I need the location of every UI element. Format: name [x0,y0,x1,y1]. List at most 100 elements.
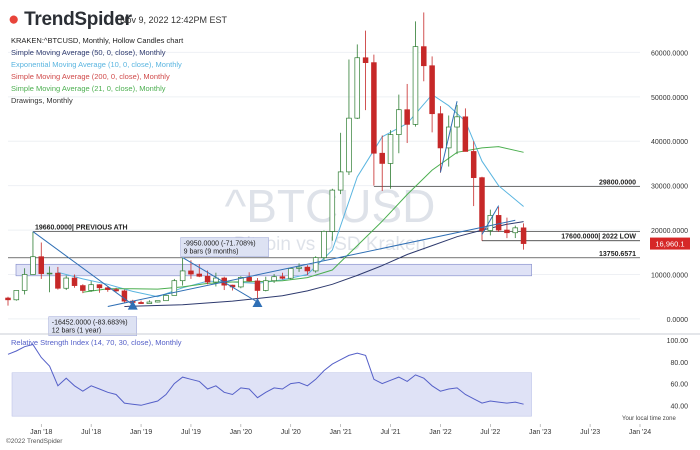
legend-drawings[interactable]: Drawings, Monthly [11,96,73,105]
candle-body [63,277,69,289]
trendline [481,205,500,235]
drawings: -9950.0000 (-71.708%)9 bars (9 months) -1… [32,101,516,336]
legend-sma-200[interactable]: Simple Moving Average (200, 0, close), M… [11,72,170,81]
candle-body [346,117,352,173]
time-tick-label: Jul '18 [81,429,101,436]
candle-body [80,285,86,291]
level-label: 13750.6571 [599,251,636,258]
time-tick-label: Jul '22 [480,429,500,436]
rsi-tick-label: 80.00 [670,360,688,367]
candle-body [396,109,402,135]
candle-body [96,284,103,289]
candle-body [479,177,485,231]
time-tick-label: Jan '19 [130,429,152,436]
candle-body [412,46,419,125]
candle-body [213,277,219,283]
price-tick-label: 40000.0000 [651,139,688,146]
rsi-tick-label: 100.00 [667,338,689,345]
candle-body [387,134,394,164]
rsi-line [7,343,524,406]
legend-sma-50[interactable]: Simple Moving Average (50, 0, close), Mo… [11,48,166,57]
time-tick-label: Jan '20 [230,429,252,436]
time-tick-label: Jan '21 [329,429,351,436]
candle-body [421,46,427,67]
horizontal-levels: 29800.0000 19660.0000| PREVIOUS ATH 17600.… [8,180,640,259]
candle-body [171,280,178,296]
candle-body [30,256,36,275]
price-tick-label: 20000.0000 [651,228,688,235]
time-tick-label: Jul '20 [281,429,301,436]
price-tick-label: 60000.0000 [651,50,688,57]
trendspider-logo: ● TrendSpider [8,9,132,31]
trendline [107,219,516,307]
candle-body [121,290,128,302]
time-tick-label: Jan '18 [30,429,52,436]
time-tick-label: Jan '22 [429,429,451,436]
candle-body [512,227,519,234]
candle-body [271,276,277,282]
brand-name: TrendSpider [24,9,132,30]
price-tick-label: 50000.0000 [651,95,688,102]
measure-arrow-icon [252,298,263,308]
candle-body [279,276,286,279]
time-tick-label: Jul '23 [580,429,600,436]
time-tick-label: Jan '24 [629,429,651,436]
candle-body [254,280,261,291]
price-tick-label: 0.0000 [667,317,689,324]
candle-body [5,297,11,301]
candle-body [188,270,194,275]
candle-body [88,284,94,291]
candle-body [196,273,203,277]
measure-box [48,316,137,336]
measure-text: 9 bars (9 months) [184,249,239,256]
candle-body [263,280,269,291]
time-axis: Jan '18 Jul '18 Jan '19 Jul '19 Jan '20 Jul '… [30,424,651,436]
candle-body [246,277,252,282]
legend-ema-10[interactable]: Exponential Moving Average (10, 0, close… [11,60,182,69]
level-label: 17600.0000| 2022 LOW [561,234,636,241]
candle-body [38,256,45,274]
timezone-note: Your local time zone [622,416,676,422]
candle-body [429,65,435,115]
rsi-title: Relative Strength Index (14, 70, 30, clo… [11,338,182,347]
copyright: ©2022 TrendSpider [6,438,63,445]
candle-body [354,57,361,119]
candle-body [55,272,61,289]
measure-text: 12 bars (1 year) [52,328,101,335]
rsi-band [11,372,532,417]
price-axis: 0.0000 10000.0000 20000.0000 30000.0000 4000… [650,50,690,324]
symbol-description: KRAKEN:^BTCUSD, Monthly, Hollow Candles … [11,36,184,45]
candle-body [470,151,477,179]
time-tick-label: Jul '19 [181,429,201,436]
measure-line [182,257,258,303]
candles [5,12,527,306]
candle-body [304,266,311,272]
candle-body [437,113,444,149]
candle-body [329,189,336,232]
candle-body [362,57,369,63]
rsi-panel: Relative Strength Index (14, 70, 30, clo… [0,333,700,417]
candle-body [404,109,410,125]
timestamp: Nov 9, 2022 12:42PM EST [120,15,228,25]
candle-body [454,116,460,128]
candle-body [321,231,327,258]
candle-body [504,229,510,234]
candle-body [21,274,28,291]
candle-body [71,277,78,286]
measure-box [180,237,269,257]
candle-body [46,272,53,275]
candle-body [312,257,319,272]
candle-body [487,215,494,231]
candle-body [163,295,169,302]
candle-body [146,301,153,304]
measure-text: -9950.0000 (-71.708%) [184,241,256,248]
last-price-label: 16,960.1 [655,240,684,249]
candle-body [13,290,20,301]
candle-body [337,171,344,191]
candle-body [296,266,302,269]
candle-body [371,62,377,154]
trendline [439,101,458,173]
legend-sma-21[interactable]: Simple Moving Average (21, 0, close), Mo… [11,84,166,93]
candle-body [154,300,161,303]
